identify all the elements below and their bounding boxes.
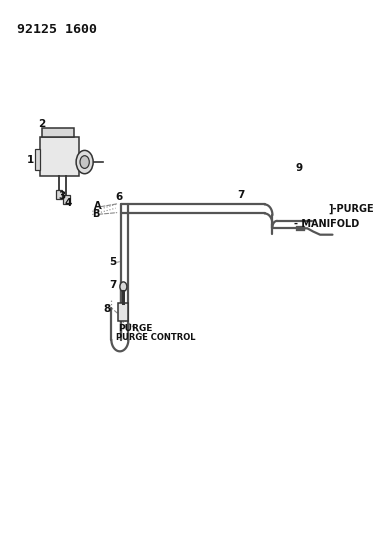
Text: 7: 7	[109, 280, 116, 290]
Circle shape	[120, 282, 127, 292]
Text: 4: 4	[64, 198, 71, 207]
Text: 9: 9	[296, 163, 303, 173]
Text: 7: 7	[238, 190, 245, 199]
Text: 3: 3	[59, 191, 66, 200]
Bar	[63, 195, 69, 204]
Bar	[42, 128, 74, 136]
Text: PURGE CONTROL: PURGE CONTROL	[115, 333, 195, 342]
Text: - MANIFOLD: - MANIFOLD	[294, 219, 359, 229]
Text: B: B	[92, 208, 99, 219]
Circle shape	[80, 156, 89, 168]
Bar	[40, 136, 79, 176]
Text: A: A	[94, 201, 102, 211]
Text: 8: 8	[104, 304, 111, 313]
Text: 1: 1	[27, 155, 34, 165]
Text: ]-PURGE: ]-PURGE	[329, 204, 374, 214]
Text: PURGE: PURGE	[118, 324, 153, 333]
Bar	[56, 190, 62, 199]
Text: 92125 1600: 92125 1600	[17, 22, 97, 36]
Text: 2: 2	[38, 119, 45, 129]
Text: 6: 6	[115, 192, 123, 202]
Bar	[35, 149, 41, 170]
Text: 5: 5	[109, 257, 116, 268]
Bar	[118, 303, 128, 320]
Circle shape	[76, 150, 93, 174]
